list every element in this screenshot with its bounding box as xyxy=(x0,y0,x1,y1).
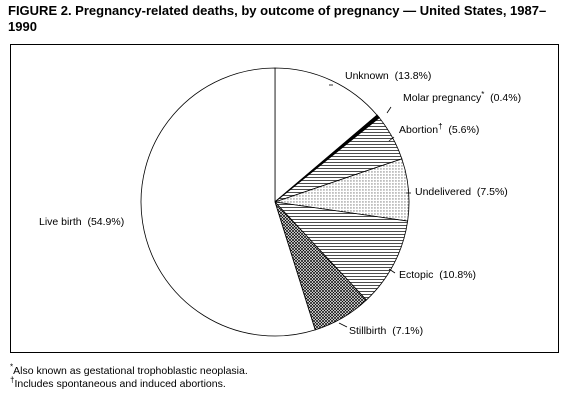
pie-slice-unknown xyxy=(274,67,378,203)
chart-frame: Unknown (13.8%) Molar pregnancy* (0.4%) Ab… xyxy=(10,44,559,353)
leader-line xyxy=(388,136,395,142)
leader-line xyxy=(388,268,396,274)
footnotes: *Also known as gestational trophoblastic… xyxy=(10,362,248,391)
footnote-marker: † xyxy=(10,375,15,385)
pie-slice-live-birth xyxy=(140,67,316,337)
slice-label-molar-pregnancy: Molar pregnancy* (0.4%) xyxy=(403,90,521,104)
slice-label-abortion: Abortion† (5.6%) xyxy=(399,122,479,136)
footnote-text: Includes spontaneous and induced abortio… xyxy=(14,378,226,390)
footnote-text: Also known as gestational trophoblastic … xyxy=(13,365,248,377)
slice-label-stillbirth: Stillbirth (7.1%) xyxy=(349,325,423,337)
leader-line xyxy=(338,322,348,328)
pie-slice-ectopic xyxy=(273,201,409,301)
footnote-abortion: †Includes spontaneous and induced aborti… xyxy=(10,375,248,391)
slice-label-unknown: Unknown (13.8%) xyxy=(345,70,431,82)
slice-label-undelivered: Undelivered (7.5%) xyxy=(415,186,508,198)
pie-chart: Unknown (13.8%) Molar pregnancy* (0.4%) Ab… xyxy=(39,67,521,337)
footnote-molar: *Also known as gestational trophoblastic… xyxy=(10,362,248,378)
figure-title: FIGURE 2. Pregnancy-related deaths, by o… xyxy=(8,3,547,34)
leader-line xyxy=(386,106,392,114)
slice-label-live-birth: Live birth (54.9%) xyxy=(39,216,124,228)
footnote-marker: * xyxy=(10,362,14,372)
slice-label-ectopic: Ectopic (10.8%) xyxy=(399,269,476,281)
